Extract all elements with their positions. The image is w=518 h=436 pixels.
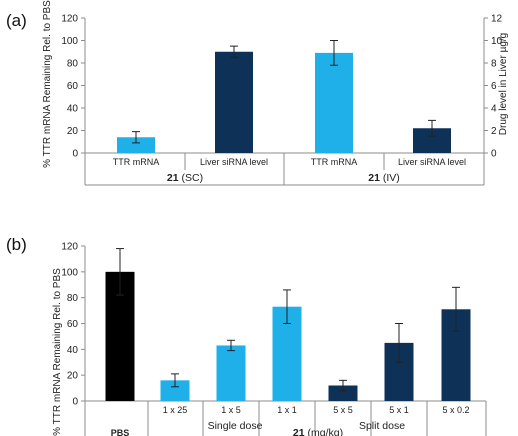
panel-b-ytick-label: 80 xyxy=(67,293,79,304)
panel-a-y2tick-label: 8 xyxy=(491,59,497,70)
panel-b-ytick-label: 60 xyxy=(67,319,79,330)
panel-b: (b) % TTR mRNA Remaining Rel. to PBS 0 20… xyxy=(6,235,487,436)
panel-b-category-label: 1 x 5 xyxy=(221,405,241,415)
panel-b-ytick-label: 20 xyxy=(67,371,79,382)
panel-a-category-label: TTR mRNA xyxy=(113,157,160,167)
panel-b-category-label: 1 x 1 xyxy=(277,405,297,415)
panel-a-group-sc-route: (SC) xyxy=(182,172,204,184)
panel-a-ytick-label: 20 xyxy=(67,126,79,137)
panel-b-ytick-label: 120 xyxy=(61,242,78,253)
panel-b-bar xyxy=(160,380,190,401)
panel-a-group-iv-route: (IV) xyxy=(383,172,400,184)
panel-a-ylabel: % TTR mRNA Remaining Rel. to PBS xyxy=(42,0,53,168)
panel-a-ytick-label: 100 xyxy=(61,36,78,47)
panel-a-y2label: Drug level in Liver µg/g xyxy=(498,33,509,135)
panel-b-ytick-label: 0 xyxy=(72,397,78,408)
panel-b-category-label: 1 x 25 xyxy=(163,405,188,415)
panel-b-label: (b) xyxy=(6,235,27,254)
panel-a-y2tick-label: 0 xyxy=(491,149,497,160)
panel-a-category-label: Liver siRNA level xyxy=(398,157,466,167)
panel-a-y2tick-label: 10 xyxy=(491,36,503,47)
panel-b-category-label: 5 x 5 xyxy=(333,405,353,415)
panel-a-y2tick-label: 6 xyxy=(491,81,497,92)
panel-a-group-iv: 21 (IV) xyxy=(368,172,400,184)
panel-b-group-split: Split dose xyxy=(359,420,405,432)
panel-a-bar xyxy=(215,51,253,153)
panel-a: (a) % TTR mRNA Remaining Rel. to PBS Dru… xyxy=(6,0,509,186)
panel-a-label: (a) xyxy=(6,11,27,30)
panel-b-bar xyxy=(216,345,246,401)
panel-b-group-single: Single dose xyxy=(208,420,263,432)
panel-b-ytick-label: 100 xyxy=(61,267,78,278)
panel-a-ytick-label: 60 xyxy=(67,81,79,92)
panel-a-y2tick-label: 4 xyxy=(491,104,497,115)
panel-a-ytick-label: 120 xyxy=(61,14,78,25)
panel-b-xlabel-compound: 21 xyxy=(293,427,305,436)
panel-a-category-label: Liver siRNA level xyxy=(200,157,268,167)
panel-b-ytick-label: 40 xyxy=(67,345,79,356)
panel-b-bar xyxy=(328,385,358,401)
panel-b-ylabel: % TTR mRNA Remaining Rel. to PBS xyxy=(52,268,63,436)
panel-a-ytick-label: 40 xyxy=(67,104,79,115)
panel-a-group-sc: 21 (SC) xyxy=(167,172,203,184)
panel-a-group-iv-compound: 21 xyxy=(368,172,380,184)
panel-b-xlabel-unit: (mg/kg) xyxy=(308,427,344,436)
panel-a-ytick-label: 0 xyxy=(72,149,78,160)
panel-b-category-label: 5 x 0.2 xyxy=(442,405,469,415)
panel-b-xlabel: 21 (mg/kg) xyxy=(293,427,343,436)
panel-a-group-sc-compound: 21 xyxy=(167,172,179,184)
panel-a-y2tick-label: 2 xyxy=(491,126,497,137)
panel-a-ytick-label: 80 xyxy=(67,59,79,70)
panel-a-bar xyxy=(315,52,353,153)
panel-a-y2tick-label: 12 xyxy=(491,14,503,25)
panel-b-category-label: 5 x 1 xyxy=(389,405,409,415)
panel-a-bar xyxy=(117,137,155,153)
panel-b-category-label: PBS xyxy=(111,428,130,436)
panel-a-category-label: TTR mRNA xyxy=(311,157,358,167)
